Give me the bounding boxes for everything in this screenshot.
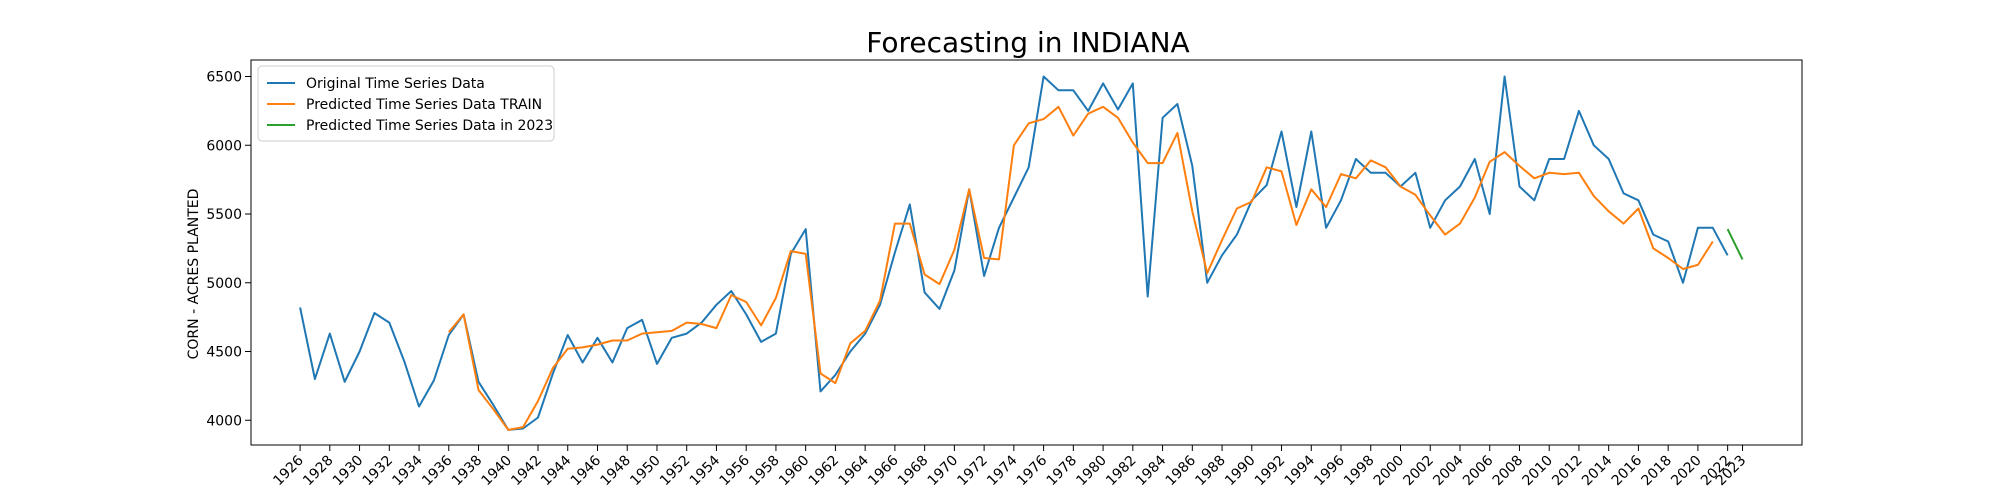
x-tick-label: 1948: [598, 453, 635, 490]
x-tick-label: 2006: [1460, 452, 1497, 489]
x-tick-label: 2012: [1549, 453, 1586, 490]
x-tick-label: 1950: [627, 453, 664, 490]
series-line-2: [448, 105, 1714, 431]
series-line-3: [1726, 228, 1744, 260]
x-tick-label: 1984: [1133, 452, 1170, 489]
series-lines: [299, 75, 1744, 431]
y-tick-label: 6500: [206, 70, 242, 86]
x-tick-label: 1952: [657, 453, 694, 490]
x-tick-label: 1964: [835, 452, 872, 489]
x-tick-label: 1938: [449, 453, 486, 490]
x-tick-label: 1988: [1192, 453, 1229, 490]
x-tick-label: 1936: [419, 452, 456, 489]
legend-box: [257, 65, 555, 142]
x-tick-label: 1966: [865, 452, 902, 489]
x-tick-label: 2014: [1579, 452, 1616, 489]
y-axis-ticks: 4000 4500 5000 5500 6000 6500: [206, 70, 251, 429]
y-tick-label: 5000: [206, 276, 242, 292]
x-tick-label: 2010: [1520, 453, 1557, 490]
x-tick-label: 1954: [687, 452, 724, 489]
x-tick-label: 1942: [508, 453, 545, 490]
x-tick-label: 1996: [1311, 452, 1348, 489]
x-tick-label: 1978: [1044, 453, 1081, 490]
chart-title: Forecasting in INDIANA: [866, 26, 1189, 59]
x-tick-label: 1962: [806, 453, 843, 490]
x-tick-label: 2008: [1490, 453, 1527, 490]
x-tick-label: 1960: [776, 453, 813, 490]
x-tick-label: 2016: [1609, 452, 1646, 489]
x-tick-label: 2020: [1668, 453, 1705, 490]
legend-entry-3: Predicted Time Series Data in 2023: [306, 118, 553, 134]
x-tick-label: 1980: [1073, 453, 1110, 490]
plot-area-frame: [250, 59, 1803, 446]
x-tick-label: 1926: [270, 452, 307, 489]
x-tick-label: 1968: [895, 453, 932, 490]
x-tick-label: 1992: [1252, 453, 1289, 490]
x-tick-label: 2004: [1430, 452, 1467, 489]
series-line-1: [299, 75, 1729, 431]
x-tick-label: 1958: [746, 453, 783, 490]
x-tick-label: 1940: [479, 453, 516, 490]
x-tick-label: 1972: [954, 453, 991, 490]
x-tick-label: 1974: [984, 452, 1021, 489]
x-tick-label: 2018: [1638, 453, 1675, 490]
x-tick-label: 1990: [1222, 453, 1259, 490]
x-tick-label: 1994: [1282, 452, 1319, 489]
legend: Original Time Series Data Predicted Time …: [257, 65, 555, 142]
x-tick-label: 2002: [1401, 453, 1438, 490]
x-tick-label: 1970: [925, 453, 962, 490]
x-tick-label: 1944: [538, 452, 575, 489]
y-tick-label: 6000: [206, 138, 242, 154]
y-axis-label: CORN - ACRES PLANTED: [186, 189, 202, 360]
x-tick-label: 1946: [568, 452, 605, 489]
x-tick-label: 1956: [717, 452, 754, 489]
x-axis-ticks: 1926192819301932193419361938194019421944…: [270, 445, 1749, 489]
x-tick-label: 1998: [1341, 453, 1378, 490]
x-tick-label: 1934: [389, 452, 426, 489]
x-tick-label: 1986: [1163, 452, 1200, 489]
x-tick-label: 1930: [330, 453, 367, 490]
y-tick-label: 4000: [206, 413, 242, 429]
x-tick-label: 1982: [1103, 453, 1140, 490]
legend-entry-1: Original Time Series Data: [306, 76, 485, 92]
x-tick-label: 1976: [1014, 452, 1051, 489]
legend-entry-2: Predicted Time Series Data TRAIN: [306, 97, 542, 113]
x-tick-label: 1928: [300, 453, 337, 490]
x-tick-label: 2000: [1371, 453, 1408, 490]
y-tick-label: 5500: [206, 207, 242, 223]
y-tick-label: 4500: [206, 345, 242, 361]
x-tick-label: 1932: [360, 453, 397, 490]
